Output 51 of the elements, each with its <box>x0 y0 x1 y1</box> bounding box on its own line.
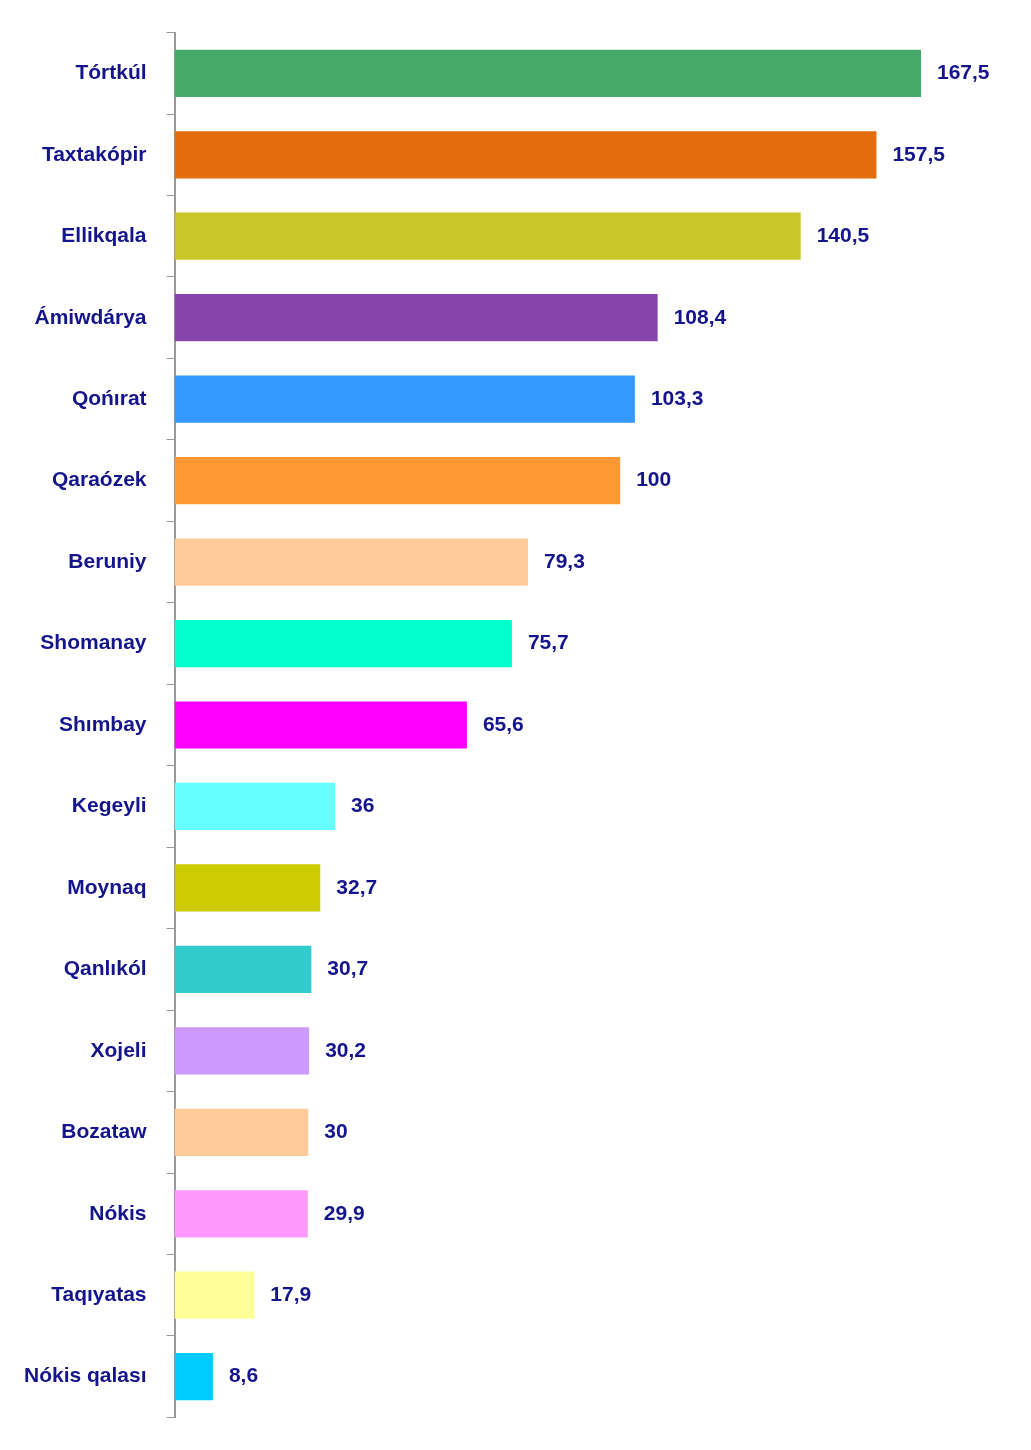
data-label: 36 <box>350 793 375 817</box>
bar <box>174 49 921 97</box>
data-label: 32,7 <box>336 874 378 898</box>
y-tick-label: Ámiwdárya <box>34 304 147 328</box>
bar <box>174 619 512 668</box>
y-tick-label: Beruniy <box>68 548 147 572</box>
bar <box>174 1271 255 1319</box>
data-label: 140,5 <box>816 223 870 247</box>
bar <box>174 945 312 993</box>
bar <box>174 864 321 912</box>
data-label: 30,2 <box>325 1037 367 1061</box>
bar <box>174 538 528 586</box>
y-tick-label: Kegeyli <box>71 793 147 817</box>
data-label: 100 <box>636 467 672 491</box>
y-tick-label: Nókis <box>89 1200 147 1224</box>
y-tick-label: Qońırat <box>71 385 147 409</box>
data-label: 17,9 <box>270 1282 312 1306</box>
bar <box>174 1108 309 1156</box>
y-tick-label: Shomanay <box>40 630 147 654</box>
data-label: 30 <box>324 1119 348 1143</box>
data-label: 65,6 <box>482 711 524 735</box>
data-label: 75,7 <box>527 630 569 654</box>
y-tick-label: Taxtakópir <box>41 141 147 165</box>
y-tick-label: Taqıyatas <box>51 1282 147 1306</box>
y-tick-label: Ellikqala <box>61 223 147 247</box>
data-label: 103,3 <box>650 385 704 409</box>
data-label: 8,6 <box>228 1363 259 1387</box>
y-tick-label: Qaraózek <box>51 467 147 491</box>
data-label: 30,7 <box>327 956 369 980</box>
data-label: 29,9 <box>323 1200 365 1224</box>
bar <box>174 1027 310 1075</box>
y-tick-label: Qanlıkól <box>63 956 147 980</box>
data-label: 79,3 <box>543 548 585 572</box>
y-tick-label: Bozataw <box>61 1119 148 1143</box>
bar <box>174 212 801 260</box>
bar <box>174 782 335 831</box>
data-label: 108,4 <box>673 304 727 328</box>
y-tick-label: Moynaq <box>67 874 147 898</box>
y-tick-label: Shımbay <box>59 711 147 735</box>
y-tick-label: Xojeli <box>90 1037 147 1061</box>
bar <box>174 375 635 423</box>
bar <box>174 1353 213 1401</box>
data-label: 157,5 <box>892 141 946 165</box>
bar <box>174 294 658 342</box>
bar <box>174 457 621 505</box>
bar <box>174 1190 308 1238</box>
data-label: 167,5 <box>937 60 990 84</box>
bar <box>174 701 467 749</box>
y-tick-label: Nókis qalası <box>23 1363 147 1387</box>
y-tick-label: Tórtkúl <box>75 60 147 84</box>
bar <box>174 131 877 179</box>
